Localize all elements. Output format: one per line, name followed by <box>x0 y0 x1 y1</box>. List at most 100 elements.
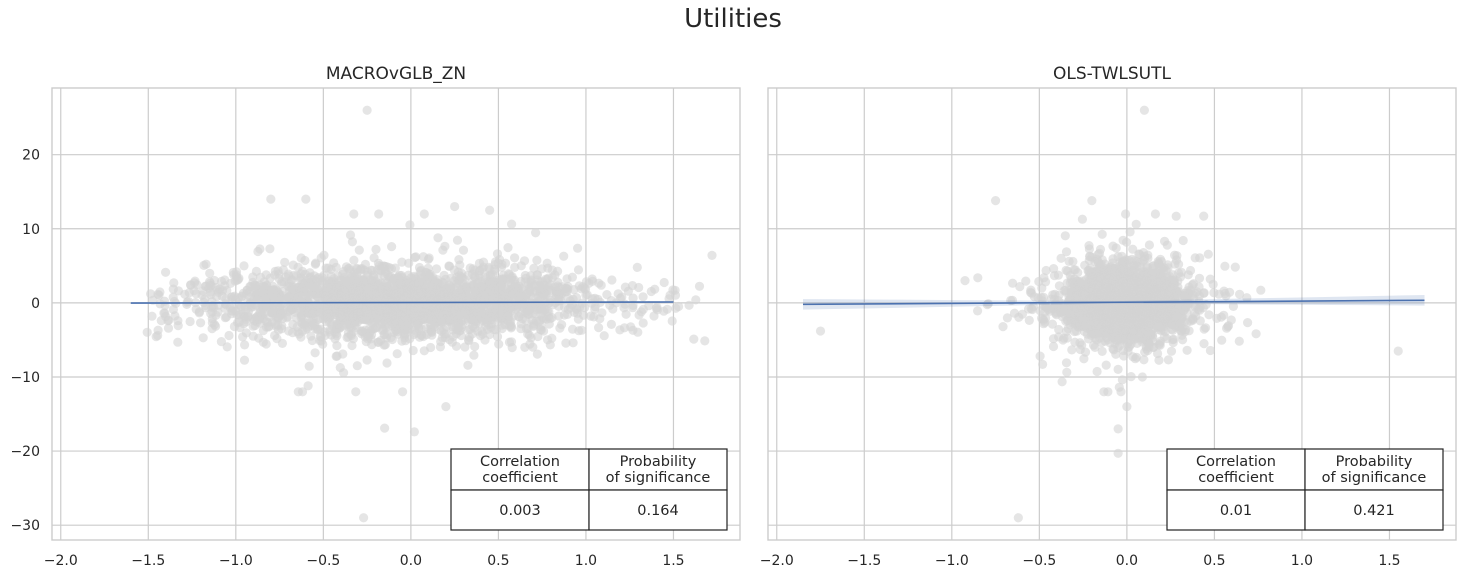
data-point <box>1179 291 1190 302</box>
data-point <box>398 387 408 397</box>
data-point <box>1159 332 1169 342</box>
data-point <box>1242 293 1252 303</box>
data-point <box>1027 304 1037 315</box>
data-point <box>289 285 299 295</box>
data-point <box>245 287 255 297</box>
data-point <box>413 289 424 299</box>
data-point <box>1195 253 1205 263</box>
data-point <box>536 293 546 303</box>
data-point <box>638 318 648 328</box>
data-point <box>1156 321 1166 331</box>
data-point <box>1136 303 1146 313</box>
data-point <box>1129 256 1139 266</box>
data-point <box>417 273 427 283</box>
data-point <box>1122 237 1132 247</box>
data-point <box>494 274 504 284</box>
data-point <box>1092 366 1102 377</box>
data-point <box>189 286 199 296</box>
data-point <box>348 312 358 322</box>
data-point <box>445 314 455 324</box>
data-point <box>1062 367 1072 377</box>
data-point <box>510 287 520 297</box>
data-point <box>213 307 223 317</box>
data-point <box>529 263 539 273</box>
data-point <box>567 299 578 309</box>
data-point <box>274 274 284 284</box>
data-point <box>1243 318 1253 328</box>
data-point <box>484 264 494 274</box>
table-header-text: Probability <box>620 454 697 470</box>
data-point <box>1134 249 1144 259</box>
data-point <box>557 320 567 330</box>
data-point <box>362 307 372 317</box>
data-point <box>1087 278 1097 288</box>
data-point <box>323 309 333 319</box>
data-point <box>397 257 407 267</box>
x-tick-label: −0.5 <box>306 553 340 569</box>
data-point <box>1082 329 1092 339</box>
data-point <box>1221 291 1231 301</box>
data-point <box>1059 286 1069 296</box>
y-tick-label: −30 <box>10 518 40 534</box>
data-point <box>382 358 392 368</box>
data-point <box>1132 338 1142 348</box>
data-point <box>1131 219 1141 229</box>
data-point <box>436 317 446 327</box>
data-point <box>239 261 249 271</box>
data-point <box>265 286 275 296</box>
data-point <box>300 255 310 266</box>
data-point <box>636 307 647 317</box>
x-tick-label: 0.0 <box>1116 553 1138 569</box>
data-point <box>296 306 306 317</box>
data-point <box>371 244 381 254</box>
data-point <box>395 270 405 280</box>
data-point <box>261 339 271 349</box>
data-point <box>441 305 451 315</box>
data-point <box>1039 273 1049 283</box>
data-point <box>1124 312 1134 322</box>
data-point <box>310 259 320 269</box>
data-point <box>607 275 617 285</box>
data-point <box>1026 285 1036 295</box>
data-point <box>1021 276 1031 286</box>
data-point <box>241 328 251 338</box>
data-point <box>1087 196 1097 206</box>
data-point <box>395 278 405 288</box>
data-point <box>352 361 362 371</box>
data-point <box>628 293 638 303</box>
data-point <box>1094 263 1104 273</box>
data-point <box>390 315 400 325</box>
data-point <box>1092 309 1102 319</box>
data-point <box>973 306 983 316</box>
data-point <box>161 267 171 277</box>
data-point <box>1199 288 1209 298</box>
x-tick-label: 0.0 <box>400 553 422 569</box>
data-point <box>1217 335 1227 345</box>
data-point <box>1067 345 1077 355</box>
table-header-text: coefficient <box>482 470 558 486</box>
data-point <box>1199 211 1209 221</box>
stats-table: Correlationcoefficient0.003Probabilityof… <box>450 448 728 531</box>
data-point <box>232 275 242 285</box>
data-point <box>1138 318 1148 329</box>
data-point <box>431 264 442 274</box>
data-point <box>398 301 408 312</box>
data-point <box>1203 249 1213 259</box>
data-point <box>1142 330 1153 340</box>
data-point <box>1222 323 1232 333</box>
data-point <box>548 300 558 310</box>
data-point <box>476 308 486 318</box>
data-point <box>373 265 383 275</box>
data-point <box>1204 310 1214 320</box>
data-point <box>1119 351 1129 361</box>
data-point <box>316 336 326 346</box>
data-point <box>534 317 544 327</box>
data-point <box>470 341 480 352</box>
data-point <box>602 290 612 300</box>
data-point <box>345 274 355 284</box>
data-point <box>470 286 480 296</box>
data-point <box>689 334 699 344</box>
data-point <box>1128 325 1138 335</box>
data-point <box>415 332 425 342</box>
data-point <box>1075 277 1085 287</box>
